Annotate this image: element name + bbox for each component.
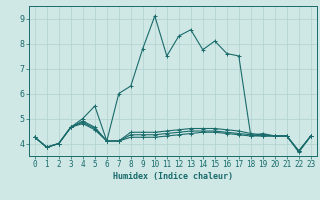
X-axis label: Humidex (Indice chaleur): Humidex (Indice chaleur) xyxy=(113,172,233,181)
